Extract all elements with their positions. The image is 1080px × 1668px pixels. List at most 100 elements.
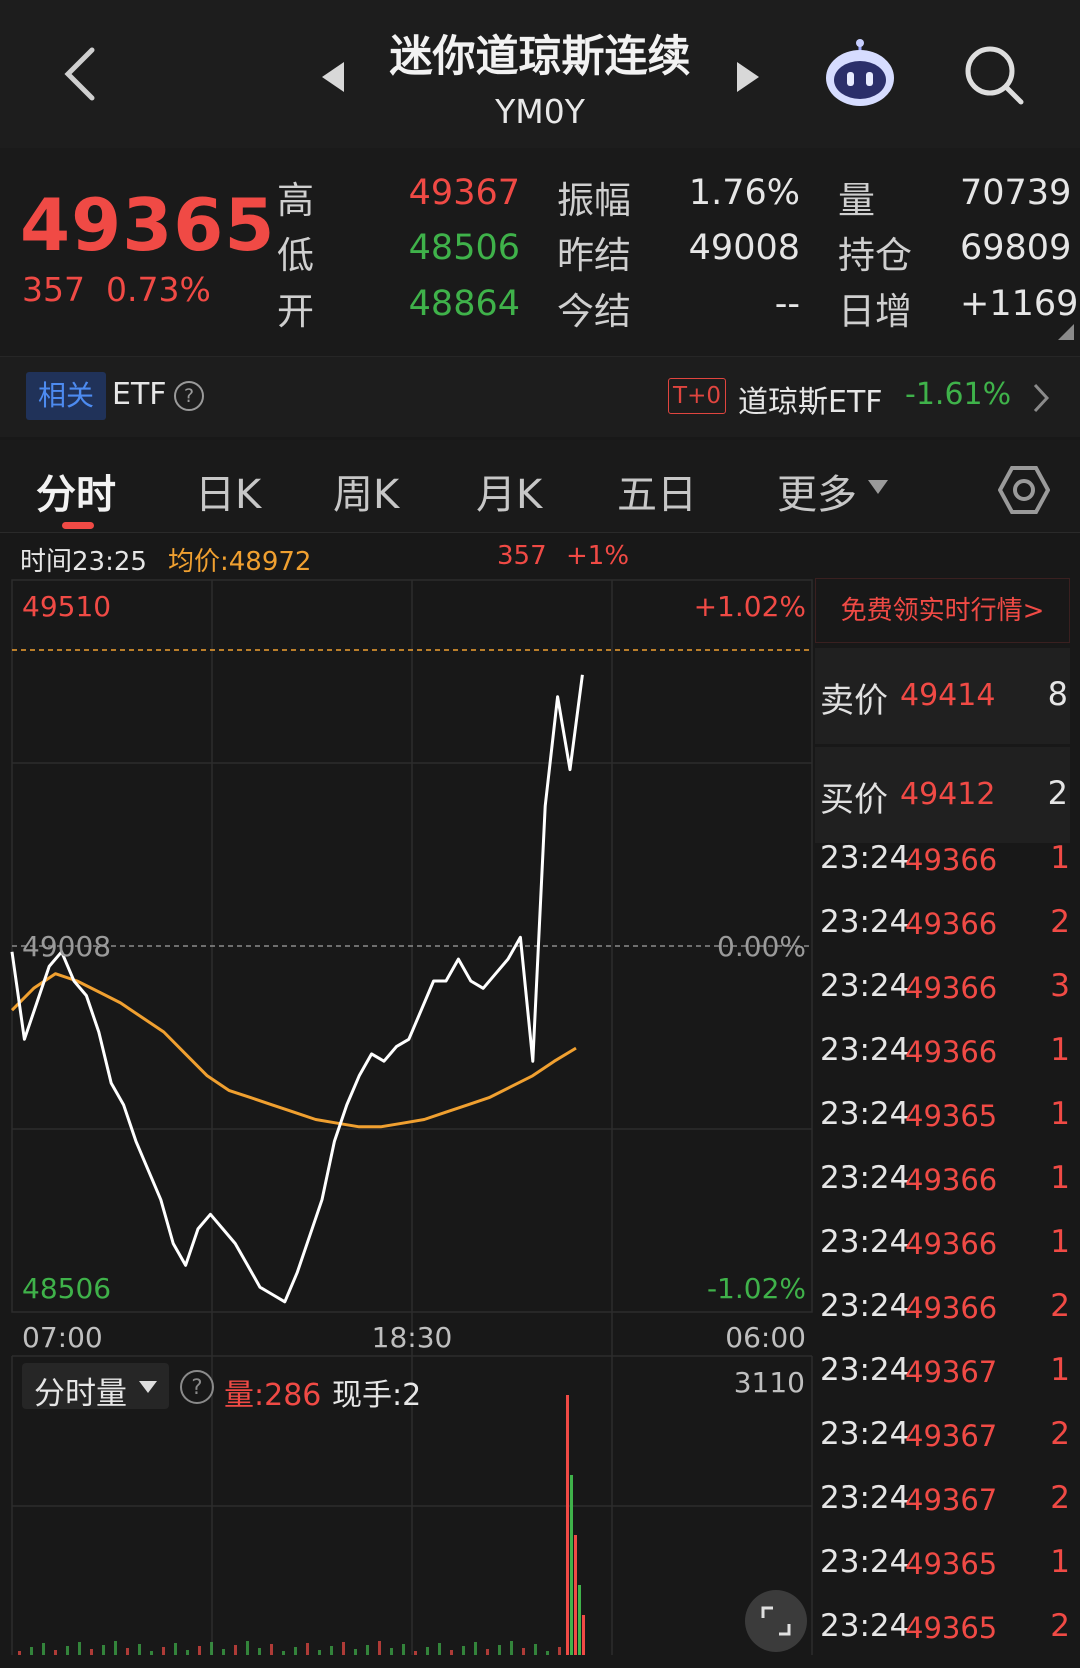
tick-row: 23:24 49365 1	[815, 1096, 1070, 1156]
tick-row: 23:24 49366 2	[815, 1288, 1070, 1348]
etf-name[interactable]: 道琼斯ETF	[738, 385, 883, 420]
volume-bar	[486, 1649, 489, 1655]
volume-bar	[426, 1647, 429, 1655]
volume-bar	[390, 1648, 393, 1655]
tick-time: 23:24	[820, 1096, 910, 1132]
volume-bar	[474, 1642, 477, 1655]
tab-daily-k[interactable]: 日K	[195, 472, 262, 518]
tick-price: 49366	[905, 1163, 998, 1197]
volume-bar	[18, 1651, 21, 1655]
price-line	[10, 674, 584, 1304]
info-percent: +1%	[566, 541, 630, 571]
volume-bar	[258, 1648, 261, 1655]
tick-quantity: 1	[1050, 1544, 1070, 1580]
tick-price: 49366	[905, 1227, 998, 1261]
tab-intraday[interactable]: 分时	[36, 472, 116, 518]
last-price: 49365	[20, 183, 276, 267]
volume-bar	[366, 1645, 369, 1655]
change-percent: 0.73%	[106, 270, 211, 309]
robot-assistant-icon[interactable]	[822, 38, 898, 108]
fullscreen-button[interactable]	[745, 1590, 807, 1652]
volume-bar	[294, 1647, 297, 1655]
tick-time: 23:24	[820, 1480, 910, 1516]
settings-icon[interactable]	[998, 464, 1050, 516]
tick-time: 23:24	[820, 1608, 910, 1644]
stat-label-volume: 量	[838, 179, 875, 222]
volume-bar	[210, 1642, 213, 1655]
volume-bar	[558, 1647, 561, 1655]
bid-label: 买价	[820, 780, 888, 820]
tick-row: 23:24 49366 1	[815, 1224, 1070, 1284]
tick-quantity: 2	[1050, 904, 1070, 940]
tick-time: 23:24	[820, 1224, 910, 1260]
volume-bar	[574, 1535, 577, 1655]
volume-axis-max: 3110	[733, 1366, 805, 1399]
intraday-chart[interactable]: 49510 49008 48506 +1.02% 0.00% -1.02% 07:00 18:…	[0, 578, 815, 1655]
tick-quantity: 1	[1050, 1224, 1070, 1260]
help-icon[interactable]: ?	[180, 1370, 214, 1404]
volume-bar	[578, 1585, 581, 1655]
search-icon[interactable]	[963, 44, 1027, 108]
volume-bar	[282, 1651, 285, 1655]
tab-more[interactable]: 更多	[777, 472, 857, 518]
tab-five-day[interactable]: 五日	[617, 472, 697, 518]
chevron-right-icon[interactable]	[1031, 382, 1051, 414]
dropdown-arrow-icon[interactable]	[866, 478, 890, 496]
tick-row: 23:24 49367 1	[815, 1352, 1070, 1412]
tick-time: 23:24	[820, 1032, 910, 1068]
volume-bar	[546, 1651, 549, 1655]
volume-bar	[150, 1651, 153, 1655]
volume-bar	[318, 1650, 321, 1655]
tick-price: 49366	[905, 907, 998, 941]
tick-price: 49367	[905, 1483, 998, 1517]
volume-bar	[402, 1644, 405, 1655]
tick-row: 23:24 49366 3	[815, 968, 1070, 1028]
tick-quantity: 2	[1050, 1608, 1070, 1644]
tick-row: 23:24 49367 2	[815, 1480, 1070, 1540]
volume-bar	[306, 1643, 309, 1655]
related-tag: 相关	[26, 372, 106, 420]
back-icon[interactable]	[60, 46, 100, 102]
average-price-line	[10, 972, 577, 1129]
x-axis-label: 07:00	[22, 1321, 103, 1354]
tick-quantity: 2	[1050, 1416, 1070, 1452]
tab-monthly-k[interactable]: 月K	[476, 472, 543, 518]
stat-label-today-settle: 今结	[557, 290, 631, 333]
bid-price: 49412	[900, 777, 996, 812]
volume-bar	[234, 1645, 237, 1655]
stat-value-amplitude: 1.76%	[688, 173, 800, 213]
volume-selector-label: 分时量	[34, 1376, 127, 1412]
volume-bar	[570, 1475, 573, 1655]
current-hand: 现手:2	[332, 1378, 422, 1413]
t0-badge: T+0	[668, 378, 726, 414]
expand-corner-icon[interactable]	[1056, 322, 1076, 342]
tick-time: 23:24	[820, 968, 910, 1004]
volume-bar	[162, 1647, 165, 1655]
tick-price: 49365	[905, 1611, 998, 1645]
info-change: 357	[497, 541, 547, 571]
tick-time: 23:24	[820, 1416, 910, 1452]
volume-bar	[534, 1644, 537, 1655]
tick-price: 49366	[905, 843, 998, 877]
quote-panel	[0, 148, 1080, 356]
help-icon[interactable]: ?	[174, 381, 204, 411]
stat-label-low: 低	[277, 234, 314, 277]
contract-code: YM0Y	[495, 92, 585, 131]
realtime-quote-promo[interactable]: 免费领实时行情>	[815, 578, 1070, 643]
next-contract-icon[interactable]	[735, 60, 761, 94]
change-amount: 357	[22, 270, 85, 309]
ask-price: 49414	[900, 678, 996, 713]
volume-bar	[582, 1615, 585, 1655]
volume-bar	[114, 1641, 117, 1655]
stat-value-low: 48506	[408, 228, 520, 268]
volume-bar	[126, 1648, 129, 1655]
volume-bar	[174, 1643, 177, 1655]
stat-value-prev-settle: 49008	[688, 228, 800, 268]
tick-time: 23:24	[820, 1288, 910, 1324]
tick-row: 23:24 49366 1	[815, 840, 1070, 900]
stat-value-open: 48864	[408, 284, 520, 324]
tick-time: 23:24	[820, 1544, 910, 1580]
tick-list: 23:24 49366 1 23:24 49366 2 23:24 49366 3 23:24 49…	[815, 840, 1070, 1655]
tab-weekly-k[interactable]: 周K	[333, 472, 400, 518]
prev-contract-icon[interactable]	[320, 60, 346, 94]
